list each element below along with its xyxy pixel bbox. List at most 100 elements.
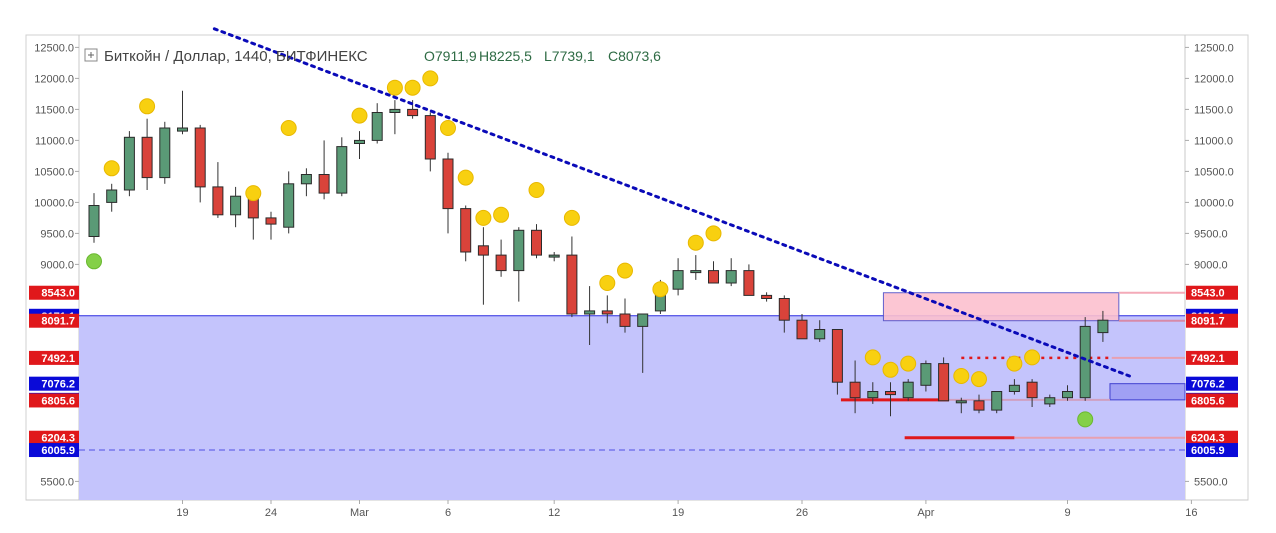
candle[interactable] <box>637 313 649 373</box>
candle[interactable] <box>672 258 684 296</box>
candle[interactable] <box>300 168 312 197</box>
candle-body <box>991 391 1003 411</box>
candle[interactable] <box>159 121 171 184</box>
candle[interactable] <box>584 286 596 345</box>
candle[interactable] <box>991 391 1003 414</box>
header-toggle-icon[interactable] <box>84 48 98 62</box>
candle[interactable] <box>885 382 896 417</box>
candle[interactable] <box>1062 385 1073 401</box>
candle-body <box>88 205 100 237</box>
candle[interactable] <box>389 100 401 135</box>
candle[interactable] <box>194 124 206 203</box>
candle[interactable] <box>938 357 950 402</box>
candle-body <box>371 112 383 141</box>
candle[interactable] <box>831 329 843 395</box>
candle[interactable] <box>778 295 790 333</box>
y-tick-label-left: 9000.0 <box>40 259 74 271</box>
candle[interactable] <box>1044 394 1056 407</box>
candle[interactable] <box>601 295 613 324</box>
signal-marker-yellow <box>422 70 439 87</box>
candle[interactable] <box>973 394 985 414</box>
x-tick-label: 19 <box>672 507 684 519</box>
candle-body <box>920 363 932 386</box>
candle[interactable] <box>1097 310 1109 342</box>
support-box <box>1109 383 1186 401</box>
candle[interactable] <box>1008 379 1020 395</box>
candle[interactable] <box>212 162 224 218</box>
support-zone <box>79 315 1185 500</box>
candle[interactable] <box>354 131 365 159</box>
signal-marker-yellow <box>1006 355 1023 372</box>
candle[interactable] <box>1026 379 1038 407</box>
price-badge-right <box>1186 376 1238 391</box>
candle-body <box>477 245 489 256</box>
candle-body <box>389 108 401 114</box>
candle[interactable] <box>230 186 242 228</box>
signal-marker-yellow <box>1024 349 1041 366</box>
candle[interactable] <box>477 227 489 305</box>
candle[interactable] <box>265 211 277 240</box>
candle-body <box>407 108 419 117</box>
price-badge-left <box>29 430 79 445</box>
signal-marker-yellow <box>617 262 633 279</box>
candle[interactable] <box>495 239 507 277</box>
price-badge-left <box>29 443 79 458</box>
signal-marker-yellow <box>280 120 297 136</box>
ohlc-close: C8073,6 <box>608 48 661 64</box>
candle[interactable] <box>283 171 295 234</box>
candle[interactable] <box>460 205 472 262</box>
price-badge-left <box>29 350 79 365</box>
candle[interactable] <box>88 193 100 243</box>
candle-body <box>1026 381 1038 399</box>
candle[interactable] <box>955 397 967 414</box>
candle[interactable] <box>902 379 914 401</box>
candle[interactable] <box>708 261 719 284</box>
signal-marker-yellow <box>864 349 881 366</box>
candle-body <box>177 127 188 132</box>
candle[interactable] <box>318 140 330 200</box>
candle[interactable] <box>513 227 525 302</box>
x-tick-label: 26 <box>796 507 808 519</box>
candle-body <box>885 391 896 396</box>
candle[interactable] <box>725 258 737 287</box>
price-badge-right <box>1186 430 1238 445</box>
signal-marker-yellow <box>652 281 669 298</box>
signal-marker-yellow <box>687 234 704 251</box>
candle[interactable] <box>743 264 755 296</box>
candle-body <box>531 229 542 256</box>
candle[interactable] <box>796 314 808 340</box>
candle[interactable] <box>920 360 932 392</box>
candle[interactable] <box>177 90 188 135</box>
candle[interactable] <box>141 118 153 190</box>
candle[interactable] <box>442 152 454 234</box>
candle[interactable] <box>761 292 773 302</box>
candle[interactable] <box>849 360 861 414</box>
y-tick-label-right: 11500.0 <box>1194 104 1233 116</box>
candle[interactable] <box>814 320 826 342</box>
y-tick-label-left: 12500.0 <box>34 42 74 54</box>
price-badge-left-label: 6805.6 <box>41 395 75 407</box>
candle-body <box>902 381 914 399</box>
signal-marker-yellow <box>493 206 510 223</box>
y-tick-label-left: 11500.0 <box>35 104 74 116</box>
candle[interactable] <box>531 224 542 259</box>
candle-body <box>761 294 773 299</box>
candle[interactable] <box>548 252 560 262</box>
signal-marker-green <box>1077 411 1094 428</box>
candle[interactable] <box>371 103 383 144</box>
candle[interactable] <box>336 137 348 197</box>
candle-body <box>513 229 525 272</box>
candle[interactable] <box>424 112 436 172</box>
candle[interactable] <box>867 382 879 404</box>
candle-body <box>601 310 613 315</box>
candle[interactable] <box>123 131 135 197</box>
candle[interactable] <box>619 298 631 333</box>
candle[interactable] <box>106 183 118 212</box>
signal-marker-yellow <box>705 225 722 242</box>
candle[interactable] <box>566 236 578 318</box>
candle-body <box>690 270 702 274</box>
candle-body <box>230 195 242 216</box>
ohlc-low: L7739,1 <box>544 48 595 64</box>
candle[interactable] <box>690 255 702 280</box>
